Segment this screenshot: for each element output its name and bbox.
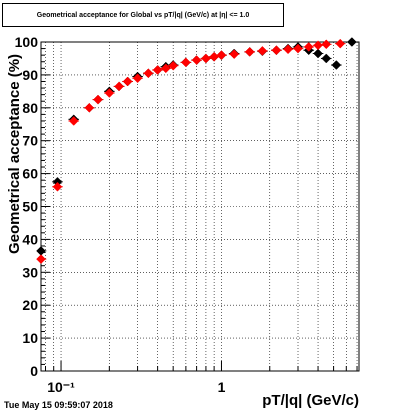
- red-data-point: [84, 102, 95, 113]
- black-data-point: [347, 37, 357, 47]
- red-data-point: [36, 254, 46, 264]
- red-data-point: [143, 68, 154, 79]
- y-tick-label: 10: [22, 330, 38, 346]
- red-data-point: [335, 38, 346, 49]
- red-data-point: [122, 76, 133, 87]
- red-data-point: [321, 39, 332, 50]
- red-data-point: [229, 49, 240, 60]
- red-data-point: [114, 81, 124, 92]
- red-data-point: [93, 94, 103, 105]
- chart-title-box: Geometrical acceptance for Global vs pT/…: [2, 3, 284, 27]
- red-data-point: [216, 50, 227, 61]
- y-tick-label: 80: [22, 100, 38, 116]
- red-data-point: [271, 45, 282, 56]
- x-axis-label: pT/|q| (GeV/c): [262, 392, 359, 409]
- black-data-point: [313, 48, 323, 59]
- y-tick-label: 90: [22, 67, 38, 83]
- red-data-point: [201, 53, 211, 64]
- y-axis-label: Geometrical acceptance (%): [6, 54, 23, 254]
- red-data-point: [68, 116, 79, 126]
- y-tick-label: 100: [15, 34, 39, 50]
- red-data-point: [104, 88, 115, 98]
- y-tick-label: 40: [22, 231, 38, 247]
- y-tick-label: 0: [30, 363, 38, 379]
- timestamp: Tue May 15 09:59:07 2018: [4, 400, 113, 410]
- y-tick-label: 50: [22, 199, 38, 215]
- red-data-point: [303, 42, 314, 52]
- red-data-point: [313, 40, 323, 51]
- red-data-point: [132, 73, 143, 84]
- black-data-point: [321, 53, 332, 64]
- x-tick-label: 1: [218, 379, 226, 395]
- red-data-point: [283, 44, 293, 55]
- red-data-point: [168, 60, 179, 71]
- black-data-point: [36, 246, 46, 256]
- red-data-point: [257, 46, 268, 56]
- red-data-point: [244, 47, 255, 57]
- data-markers: [36, 37, 358, 264]
- y-tick-label: 20: [22, 297, 38, 313]
- red-data-point: [191, 55, 202, 65]
- red-data-point: [181, 57, 191, 68]
- chart-title: Geometrical acceptance for Global vs pT/…: [36, 11, 250, 19]
- y-tick-label: 60: [22, 166, 38, 182]
- grid: [41, 42, 359, 371]
- x-tick-label: 10⁻¹: [47, 379, 75, 395]
- red-data-point: [293, 43, 303, 54]
- red-data-point: [52, 181, 63, 192]
- red-data-point: [209, 51, 219, 62]
- y-tick-label: 30: [22, 264, 38, 280]
- y-tick-label: 70: [22, 133, 38, 149]
- black-data-point: [331, 60, 342, 70]
